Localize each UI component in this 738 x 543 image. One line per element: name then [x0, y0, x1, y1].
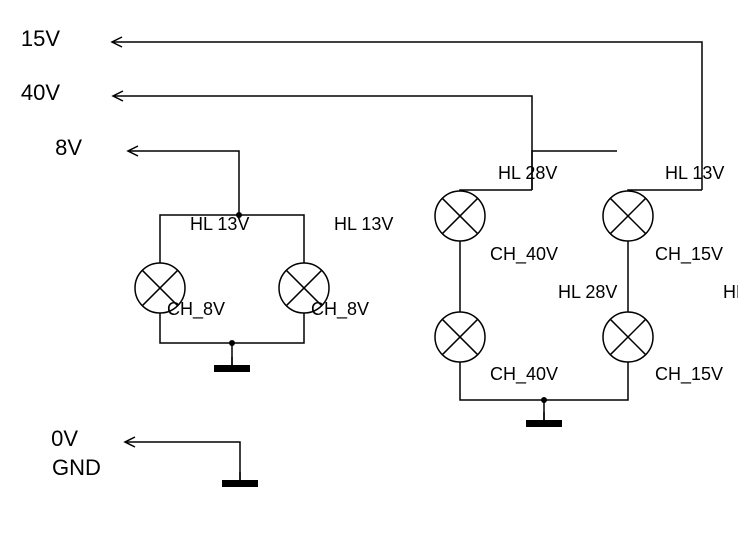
lamp-L5-bot-label: CH_15V — [655, 244, 723, 265]
node-2 — [541, 397, 547, 403]
lamp-L5-top-label: HL 13V — [665, 163, 724, 183]
wire-6 — [628, 190, 702, 191]
ground-0 — [214, 365, 250, 372]
rail-label-0v: 0V — [51, 426, 78, 451]
rail-label-40v: 40V — [21, 80, 60, 105]
node-0 — [236, 212, 242, 218]
lamp-L1-bot-label: CH_8V — [167, 299, 225, 320]
ground-2 — [222, 480, 258, 487]
lamp-L6-top-label: HL 13V — [723, 282, 738, 302]
lamp-L6-bot-label: CH_15V — [655, 364, 723, 385]
lamp-L3-bot-label: CH_40V — [490, 244, 558, 265]
wire-4 — [460, 190, 532, 191]
node-1 — [229, 340, 235, 346]
lamp-L2-top-label: HL 13V — [334, 214, 393, 234]
lamp-L2-bot-label: CH_8V — [311, 299, 369, 320]
ground-1 — [526, 420, 562, 427]
lamp-L3-top-label: HL 28V — [498, 163, 557, 183]
gnd-label: GND — [52, 455, 101, 480]
rail-wire-8v — [128, 151, 239, 215]
rail-wire-15v — [112, 42, 702, 190]
rail-wire-0v — [125, 442, 240, 480]
rail-label-8v: 8V — [55, 135, 82, 160]
lamp-L4-top-label: HL 28V — [558, 282, 617, 302]
rail-wire-40v — [113, 96, 532, 190]
lamp-L4-bot-label: CH_40V — [490, 364, 558, 385]
rail-label-15v: 15V — [21, 26, 60, 51]
